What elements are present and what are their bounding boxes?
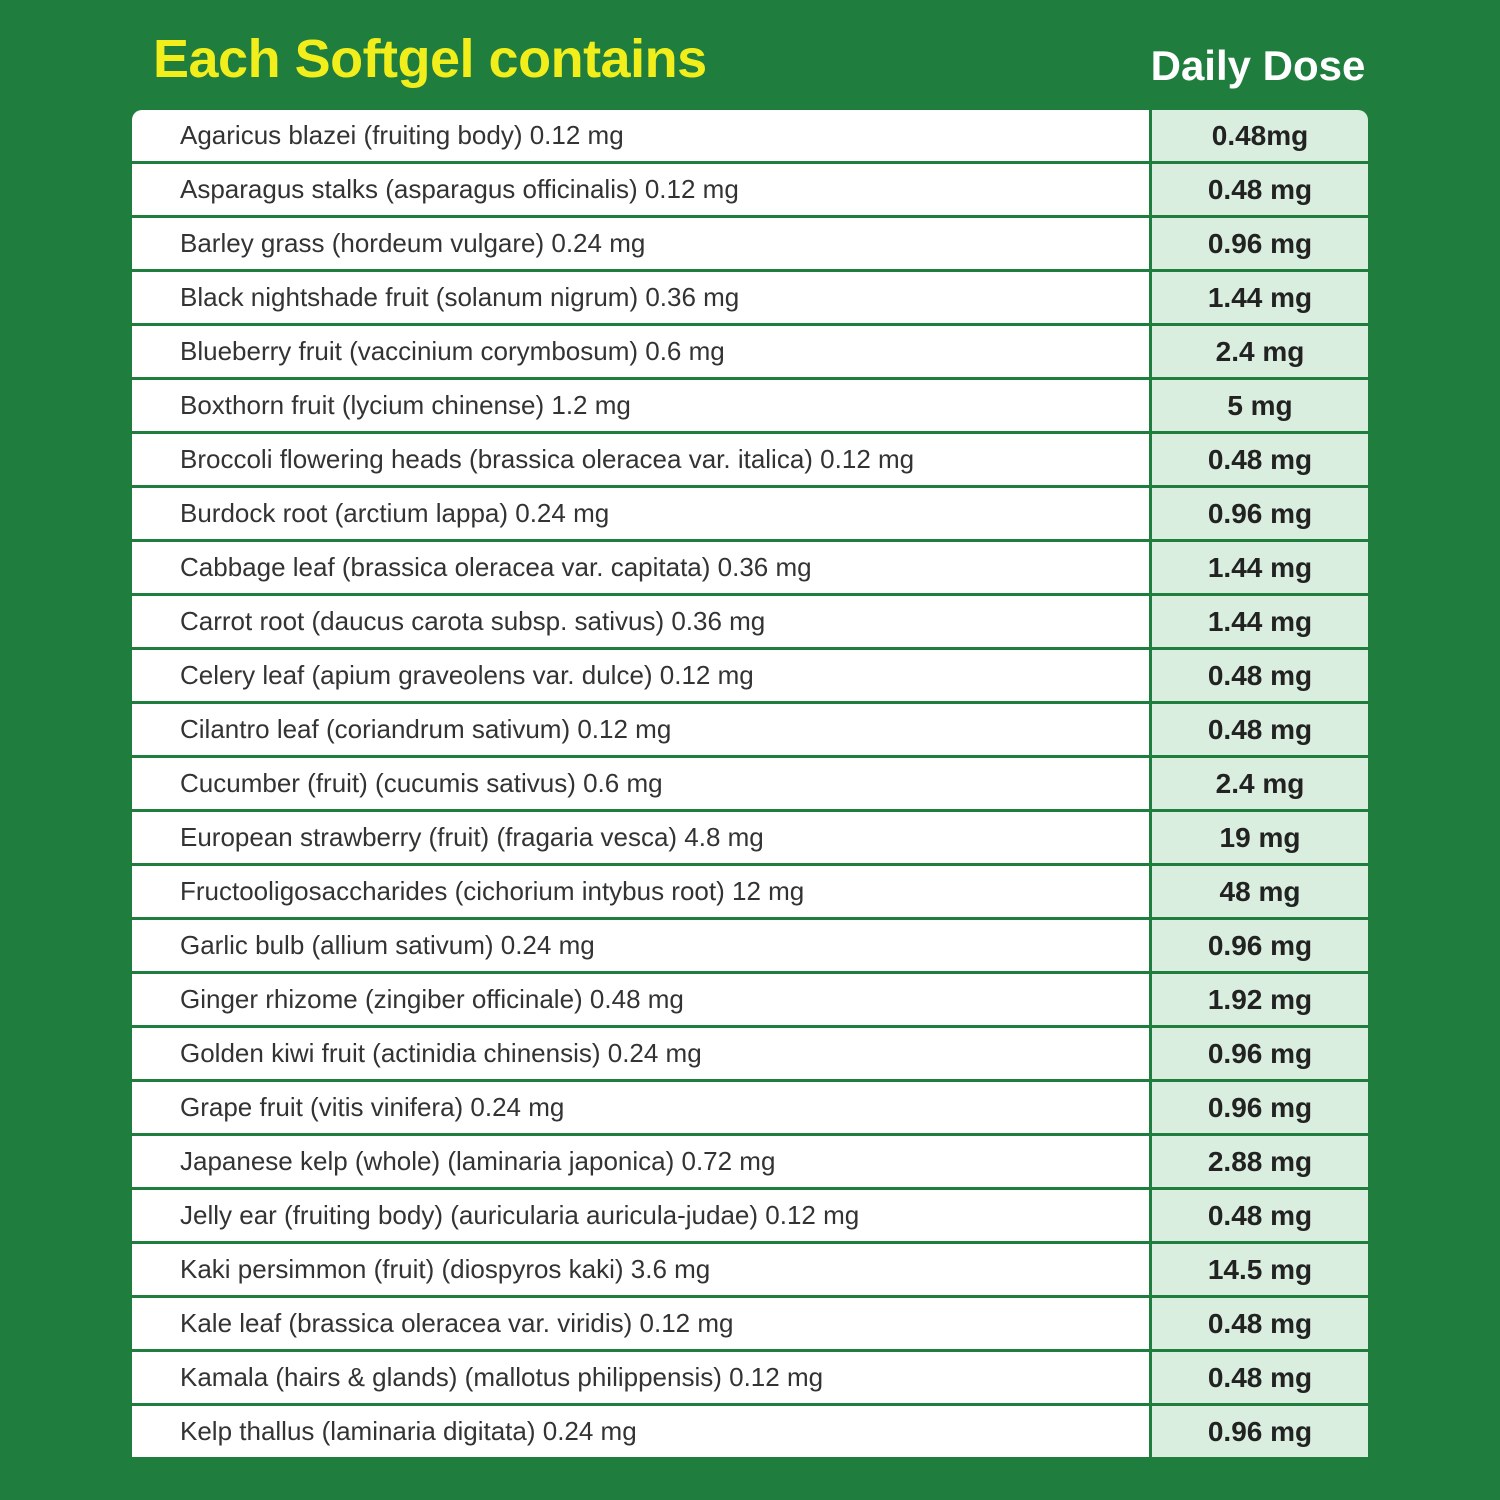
dose-cell: 0.96 mg (1152, 1028, 1368, 1079)
title: Each Softgel contains (153, 29, 707, 89)
table-row: Jelly ear (fruiting body) (auricularia a… (132, 1190, 1368, 1241)
table-row: Cilantro leaf (coriandrum sativum) 0.12 … (132, 704, 1368, 755)
table-row: Asparagus stalks (asparagus officinalis)… (132, 164, 1368, 215)
ingredient-cell: Agaricus blazei (fruiting body) 0.12 mg (132, 110, 1149, 161)
table-row: Celery leaf (apium graveolens var. dulce… (132, 650, 1368, 701)
dose-cell: 1.44 mg (1152, 596, 1368, 647)
ingredient-cell: Garlic bulb (allium sativum) 0.24 mg (132, 920, 1149, 971)
table-row: Burdock root (arctium lappa) 0.24 mg 0.96… (132, 488, 1368, 539)
dose-cell: 0.48 mg (1152, 704, 1368, 755)
dose-cell: 1.44 mg (1152, 542, 1368, 593)
dose-cell: 19 mg (1152, 812, 1368, 863)
ingredient-cell: Cucumber (fruit) (cucumis sativus) 0.6 m… (132, 758, 1149, 809)
ingredient-cell: Black nightshade fruit (solanum nigrum) … (132, 272, 1149, 323)
dose-cell: 0.96 mg (1152, 218, 1368, 269)
dose-cell: 0.48 mg (1152, 164, 1368, 215)
ingredient-cell: Cilantro leaf (coriandrum sativum) 0.12 … (132, 704, 1149, 755)
dose-cell: 0.96 mg (1152, 1082, 1368, 1133)
table-row: Boxthorn fruit (lycium chinense) 1.2 mg 5… (132, 380, 1368, 431)
dose-cell: 48 mg (1152, 866, 1368, 917)
dose-cell: 2.4 mg (1152, 758, 1368, 809)
dose-cell: 0.48 mg (1152, 1190, 1368, 1241)
ingredient-cell: Broccoli flowering heads (brassica olera… (132, 434, 1149, 485)
dose-cell: 0.96 mg (1152, 920, 1368, 971)
dose-cell: 5 mg (1152, 380, 1368, 431)
table-row: Black nightshade fruit (solanum nigrum) … (132, 272, 1368, 323)
table-row: Barley grass (hordeum vulgare) 0.24 mg 0.… (132, 218, 1368, 269)
ingredient-cell: Kamala (hairs & glands) (mallotus philip… (132, 1352, 1149, 1403)
dose-cell: 1.92 mg (1152, 974, 1368, 1025)
ingredient-cell: Japanese kelp (whole) (laminaria japonic… (132, 1136, 1149, 1187)
table-row: Blueberry fruit (vaccinium corymbosum) 0… (132, 326, 1368, 377)
ingredient-cell: Blueberry fruit (vaccinium corymbosum) 0… (132, 326, 1149, 377)
dose-cell: 2.88 mg (1152, 1136, 1368, 1187)
column-header: Daily Dose (1150, 42, 1366, 89)
ingredient-cell: European strawberry (fruit) (fragaria ve… (132, 812, 1149, 863)
ingredient-cell: Barley grass (hordeum vulgare) 0.24 mg (132, 218, 1149, 269)
ingredient-cell: Golden kiwi fruit (actinidia chinensis) … (132, 1028, 1149, 1079)
table-row: Ginger rhizome (zingiber officinale) 0.4… (132, 974, 1368, 1025)
dose-cell: 0.96 mg (1152, 488, 1368, 539)
table-row: Cabbage leaf (brassica oleracea var. cap… (132, 542, 1368, 593)
table-row: Agaricus blazei (fruiting body) 0.12 mg 0… (132, 110, 1368, 161)
dose-cell: 0.48 mg (1152, 1298, 1368, 1349)
table-row: Kelp thallus (laminaria digitata) 0.24 m… (132, 1406, 1368, 1457)
table-row: Carrot root (daucus carota subsp. sativu… (132, 596, 1368, 647)
ingredient-cell: Cabbage leaf (brassica oleracea var. cap… (132, 542, 1149, 593)
table-row: Garlic bulb (allium sativum) 0.24 mg 0.96… (132, 920, 1368, 971)
ingredient-cell: Kelp thallus (laminaria digitata) 0.24 m… (132, 1406, 1149, 1457)
ingredient-table: Agaricus blazei (fruiting body) 0.12 mg 0… (132, 110, 1368, 1457)
dose-cell: 0.48mg (1152, 110, 1368, 161)
dose-cell: 0.48 mg (1152, 434, 1368, 485)
dose-cell: 2.4 mg (1152, 326, 1368, 377)
ingredient-cell: Carrot root (daucus carota subsp. sativu… (132, 596, 1149, 647)
table-row: Grape fruit (vitis vinifera) 0.24 mg 0.96… (132, 1082, 1368, 1133)
table-row: Fructooligosaccharides (cichorium intybu… (132, 866, 1368, 917)
dose-cell: 0.96 mg (1152, 1406, 1368, 1457)
ingredient-cell: Burdock root (arctium lappa) 0.24 mg (132, 488, 1149, 539)
dose-cell: 14.5 mg (1152, 1244, 1368, 1295)
table-row: Broccoli flowering heads (brassica olera… (132, 434, 1368, 485)
ingredient-cell: Kale leaf (brassica oleracea var. viridi… (132, 1298, 1149, 1349)
ingredient-cell: Celery leaf (apium graveolens var. dulce… (132, 650, 1149, 701)
table-row: Japanese kelp (whole) (laminaria japonic… (132, 1136, 1368, 1187)
ingredient-cell: Boxthorn fruit (lycium chinense) 1.2 mg (132, 380, 1149, 431)
ingredient-cell: Fructooligosaccharides (cichorium intybu… (132, 866, 1149, 917)
ingredient-cell: Kaki persimmon (fruit) (diospyros kaki) … (132, 1244, 1149, 1295)
ingredient-cell: Asparagus stalks (asparagus officinalis)… (132, 164, 1149, 215)
table-row: Kaki persimmon (fruit) (diospyros kaki) … (132, 1244, 1368, 1295)
ingredient-cell: Ginger rhizome (zingiber officinale) 0.4… (132, 974, 1149, 1025)
table-row: Kamala (hairs & glands) (mallotus philip… (132, 1352, 1368, 1403)
dose-cell: 0.48 mg (1152, 1352, 1368, 1403)
ingredient-cell: Jelly ear (fruiting body) (auricularia a… (132, 1190, 1149, 1241)
table-row: Cucumber (fruit) (cucumis sativus) 0.6 m… (132, 758, 1368, 809)
dose-cell: 0.48 mg (1152, 650, 1368, 701)
table-row: Golden kiwi fruit (actinidia chinensis) … (132, 1028, 1368, 1079)
dose-cell: 1.44 mg (1152, 272, 1368, 323)
table-row: European strawberry (fruit) (fragaria ve… (132, 812, 1368, 863)
table-row: Kale leaf (brassica oleracea var. viridi… (132, 1298, 1368, 1349)
ingredient-cell: Grape fruit (vitis vinifera) 0.24 mg (132, 1082, 1149, 1133)
